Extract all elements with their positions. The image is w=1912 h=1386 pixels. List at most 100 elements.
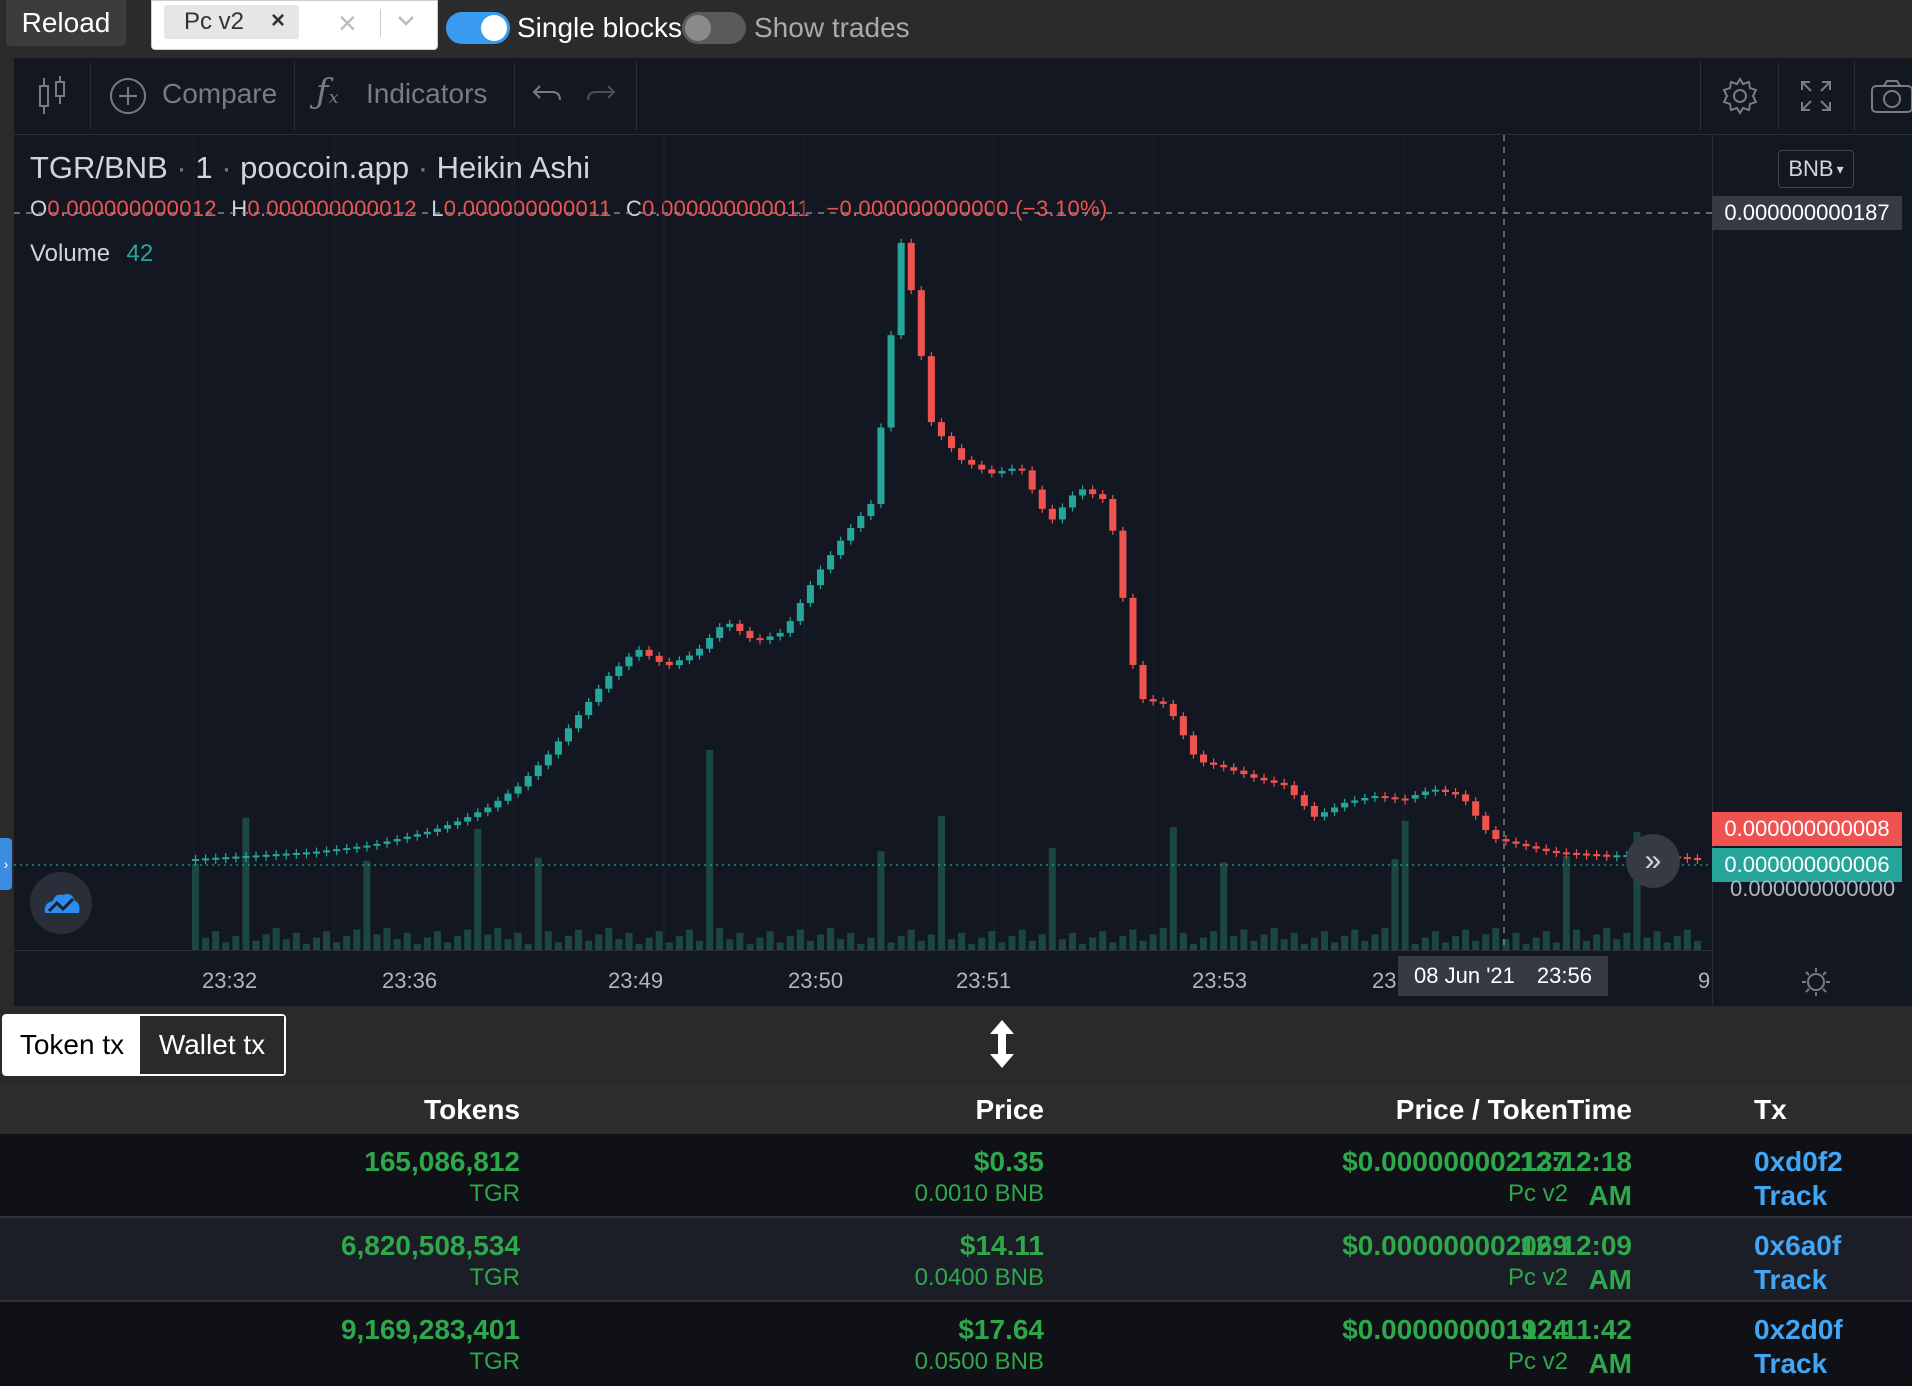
candle-body — [1593, 854, 1601, 857]
chevron-down-icon[interactable] — [396, 11, 416, 31]
volume-bar — [1683, 929, 1691, 950]
volume-bar — [554, 942, 562, 950]
indicators-button[interactable]: Indicators — [366, 78, 488, 109]
symbol: TGR/BNB — [30, 150, 168, 185]
undo-icon[interactable] — [530, 80, 564, 110]
volume-bar — [1008, 936, 1016, 950]
compare-plus-icon[interactable] — [108, 76, 148, 116]
volume-bar — [1280, 939, 1288, 950]
track-link[interactable]: Track — [1754, 1180, 1828, 1211]
track-link[interactable]: Track — [1754, 1348, 1828, 1379]
select-separator — [380, 9, 381, 37]
tx-ampm: AM — [1588, 1348, 1632, 1379]
volume-bar — [1341, 936, 1349, 950]
reload-button[interactable]: Reload — [6, 0, 126, 46]
col-tx[interactable]: Tx — [1754, 1094, 1787, 1125]
track-link[interactable]: Track — [1754, 1264, 1828, 1295]
interval: 1 — [195, 150, 213, 185]
redo-icon[interactable] — [584, 80, 618, 110]
candle-body — [333, 849, 341, 852]
candle-body — [1351, 800, 1359, 803]
price-per-token: $0.000000001924 — [1342, 1314, 1568, 1345]
volume-bar — [1673, 936, 1681, 950]
tab-token-tx[interactable]: Token tx — [4, 1016, 140, 1074]
volume-bar — [1099, 931, 1107, 950]
fullscreen-icon[interactable] — [1798, 78, 1834, 114]
volume-bar — [1361, 940, 1369, 950]
tab-wallet-tx[interactable]: Wallet tx — [140, 1016, 284, 1074]
price-usd: $17.64 — [958, 1314, 1044, 1345]
exchange-select[interactable]: Pc v2 × × — [151, 0, 438, 50]
candle-body — [464, 817, 472, 822]
table-header: Tokens Price Price / Token Time Tx — [0, 1084, 1912, 1134]
tx-time: 12:12:18 — [1519, 1146, 1632, 1177]
chart-area[interactable] — [14, 58, 1912, 1006]
candle-body — [1492, 830, 1500, 840]
volume-bar — [756, 937, 764, 950]
candle-body — [383, 841, 391, 844]
camera-icon[interactable] — [1870, 78, 1912, 114]
candle-body — [786, 621, 794, 633]
volume-bar — [1401, 820, 1409, 950]
volume-bar — [1633, 832, 1641, 950]
single-blocks-label: Single blocks — [517, 12, 682, 43]
col-tokens[interactable]: Tokens — [424, 1094, 520, 1125]
candle-body — [393, 839, 401, 842]
volume-bar — [786, 936, 794, 950]
tx-hash-link[interactable]: 0xd0f2 — [1754, 1146, 1843, 1177]
tradingview-logo[interactable] — [30, 872, 92, 934]
col-price[interactable]: Price — [975, 1094, 1045, 1125]
brightness-icon[interactable] — [1800, 966, 1832, 998]
candle-body — [1472, 801, 1480, 816]
candle-body — [1381, 796, 1389, 799]
volume-bar — [796, 929, 804, 950]
volume-bar — [494, 928, 502, 950]
high-value: 0.000000000012 — [247, 196, 417, 221]
compare-button[interactable]: Compare — [162, 78, 278, 109]
price-chart[interactable] — [14, 135, 1712, 955]
currency-dropdown[interactable]: BNB ▾ — [1778, 150, 1854, 188]
price-usd: $0.35 — [973, 1146, 1044, 1177]
candle-body — [433, 828, 441, 832]
side-toggle-handle[interactable]: › — [0, 838, 12, 890]
show-trades-toggle[interactable] — [682, 12, 746, 44]
candle-body — [665, 661, 673, 666]
settings-gear-icon[interactable] — [1720, 76, 1760, 116]
col-time[interactable]: Time — [1567, 1094, 1632, 1125]
candle-body — [1411, 795, 1419, 799]
clear-select-icon[interactable]: × — [338, 5, 357, 41]
indicators-fx-icon[interactable]: ƒx — [316, 72, 339, 112]
volume-bar — [1653, 931, 1661, 950]
candle-body — [423, 831, 431, 835]
candle-body — [675, 660, 683, 666]
volume-bar — [595, 934, 603, 950]
scroll-to-realtime-icon[interactable]: » — [1626, 834, 1680, 888]
candle-body — [202, 858, 210, 861]
single-blocks-toggle[interactable] — [446, 12, 510, 44]
candle-body — [1149, 699, 1157, 702]
tx-ampm: AM — [1588, 1264, 1632, 1295]
candle-body — [1583, 853, 1591, 856]
volume-bar — [937, 816, 945, 950]
volume-value: 42 — [126, 240, 154, 267]
volume-bar — [988, 931, 996, 950]
chip-remove-icon[interactable]: × — [270, 7, 285, 34]
candle-body — [1260, 777, 1268, 781]
col-price-per-token[interactable]: Price / Token — [1395, 1094, 1568, 1125]
data-source: poocoin.app — [240, 150, 410, 185]
volume-bar — [575, 929, 583, 950]
resize-vertical-icon[interactable] — [988, 1018, 1016, 1070]
candle-body — [454, 821, 462, 826]
price-per-token: $0.000000002137 — [1342, 1146, 1568, 1177]
volume-bar — [1089, 937, 1097, 950]
candle-body — [403, 836, 411, 840]
volume-bar — [433, 931, 441, 950]
candle-body — [706, 637, 714, 649]
candle-body — [1603, 854, 1611, 857]
volume-bar — [444, 942, 452, 950]
candles-icon[interactable] — [36, 74, 70, 116]
tx-hash-link[interactable]: 0x6a0f — [1754, 1230, 1842, 1261]
tx-hash-link[interactable]: 0x2d0f — [1754, 1314, 1843, 1345]
candle-body — [816, 569, 825, 586]
volume-bar — [1431, 931, 1439, 950]
